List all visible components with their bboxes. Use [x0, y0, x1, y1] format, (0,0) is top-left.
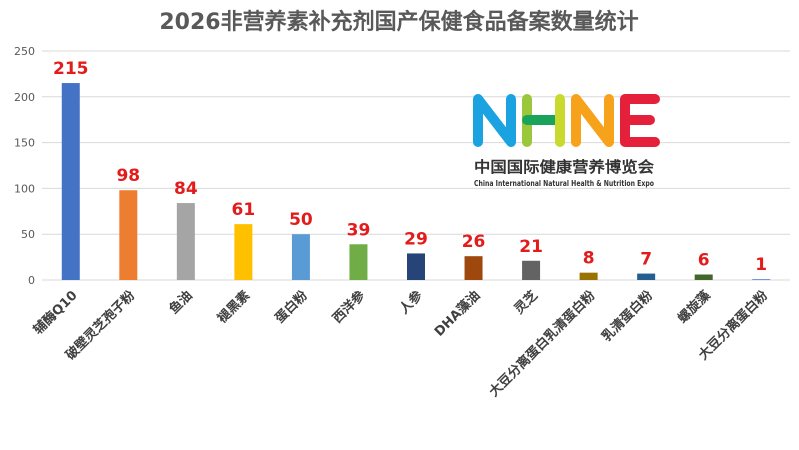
- bar: [464, 256, 483, 280]
- y-tick-label: 50: [21, 228, 35, 241]
- x-tick-label: 乳清蛋白粉: [599, 288, 656, 345]
- logo-english-name: China International Natural Health & Nut…: [474, 179, 654, 188]
- bar: [752, 279, 771, 280]
- bar: [349, 244, 368, 280]
- data-label: 50: [289, 210, 313, 230]
- x-tick-label: 辅酶Q10: [30, 288, 80, 338]
- y-tick-label: 250: [14, 45, 35, 58]
- bar: [694, 274, 713, 280]
- data-label: 7: [640, 250, 652, 270]
- y-tick-label: 100: [14, 182, 35, 195]
- y-tick-label: 0: [28, 274, 35, 287]
- y-axis-ticks: 0 50 100 150 200 250: [14, 45, 35, 287]
- bar: [579, 272, 598, 280]
- x-tick-label: 人参: [396, 287, 426, 317]
- data-label: 84: [174, 179, 198, 199]
- data-label: 6: [698, 251, 710, 271]
- data-label: 26: [462, 232, 486, 252]
- y-tick-label: 200: [14, 91, 35, 104]
- bar: [522, 260, 541, 280]
- chart-title: 2026非营养素补充剂国产保健食品备案数量统计: [159, 9, 638, 35]
- nhne-logo-mark: [473, 94, 660, 147]
- nhne-logo: 中国国际健康营养博览会 China International Natural …: [473, 94, 660, 188]
- x-tick-label: 蛋白粉: [272, 288, 311, 327]
- bars: [61, 83, 771, 280]
- data-label: 29: [404, 229, 428, 249]
- bar: [234, 224, 253, 280]
- x-tick-label: 鱼油: [166, 288, 196, 318]
- data-label: 215: [53, 59, 89, 79]
- bar: [291, 234, 310, 280]
- data-label: 98: [116, 166, 140, 186]
- bar: [176, 203, 195, 280]
- x-tick-label: 灵芝: [511, 288, 541, 318]
- logo-chinese-name: 中国国际健康营养博览会: [474, 158, 654, 176]
- data-label: 21: [519, 237, 543, 257]
- bar: [407, 253, 425, 280]
- x-tick-label: DHA藻油: [431, 288, 483, 340]
- y-tick-label: 150: [14, 137, 35, 150]
- data-label: 39: [347, 220, 371, 240]
- data-label: 8: [583, 249, 595, 269]
- x-tick-label: 大豆分离蛋白乳清蛋白粉: [486, 288, 598, 400]
- x-tick-label: 西洋参: [329, 287, 369, 327]
- data-label: 1: [755, 255, 767, 275]
- bar: [61, 83, 80, 280]
- gridlines: [42, 50, 790, 281]
- bar: [119, 190, 138, 280]
- bar: [637, 273, 656, 280]
- x-tick-label: 螺旋藻: [675, 287, 715, 327]
- data-label: 61: [232, 200, 256, 220]
- x-tick-label: 褪黑素: [214, 288, 253, 327]
